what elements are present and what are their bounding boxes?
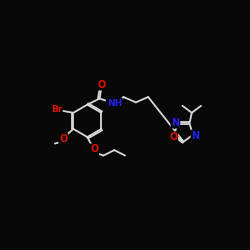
Text: Br: Br xyxy=(51,105,62,114)
Text: O: O xyxy=(90,144,98,154)
Text: N: N xyxy=(171,118,179,128)
Text: O: O xyxy=(97,80,105,90)
Text: N: N xyxy=(191,130,200,140)
Text: O: O xyxy=(59,134,68,144)
Text: O: O xyxy=(169,132,177,142)
Text: NH: NH xyxy=(107,99,122,108)
